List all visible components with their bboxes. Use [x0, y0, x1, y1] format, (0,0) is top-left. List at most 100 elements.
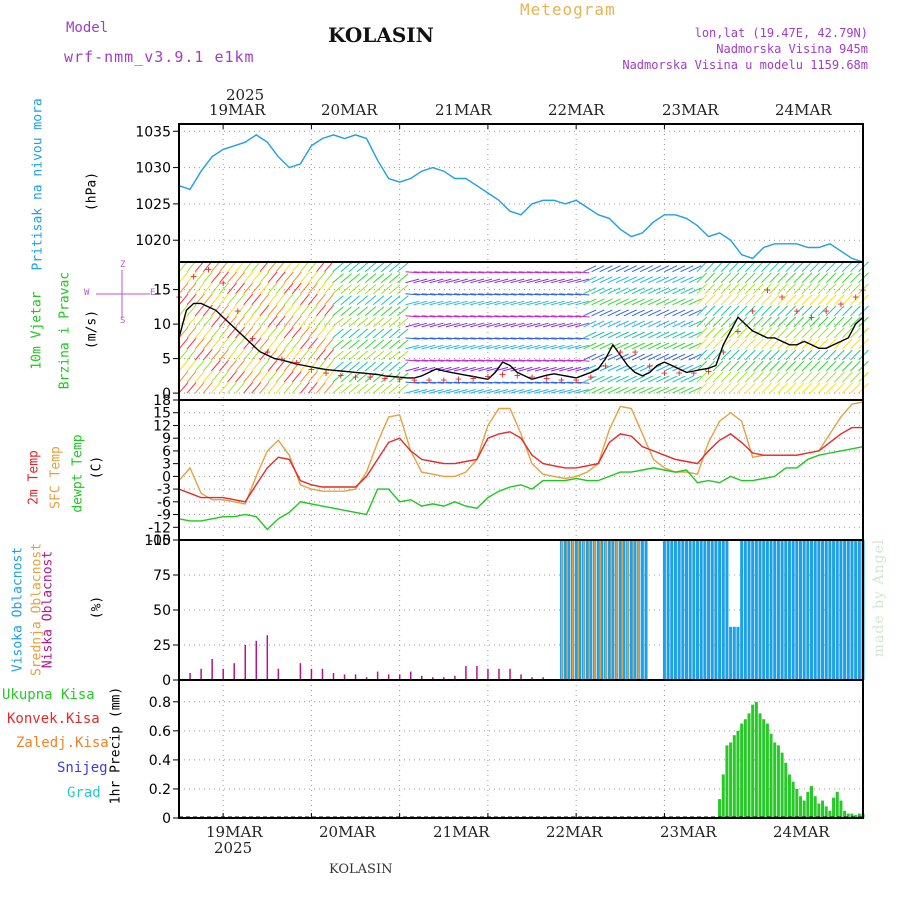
precip-bar	[743, 719, 747, 818]
wind-barb	[720, 327, 732, 339]
wind-barb	[817, 283, 829, 295]
wind-barb	[761, 382, 772, 394]
wind-barb	[647, 276, 662, 284]
cloud-tick-label: 50	[153, 603, 171, 619]
wind-barb	[696, 294, 708, 306]
wind-barb	[825, 360, 837, 372]
wind-barb	[736, 371, 748, 383]
wind-barb	[219, 304, 229, 317]
wind-barb	[817, 305, 829, 317]
wind-barb	[720, 294, 732, 306]
wind-barb	[567, 278, 582, 284]
wind-barb	[478, 271, 493, 274]
wind-barb	[283, 293, 294, 306]
wind-barb	[470, 359, 485, 362]
wind-barb	[356, 383, 369, 394]
wind-barb	[744, 305, 756, 317]
wind-barb	[526, 366, 541, 372]
cloud-tick-label: 75	[153, 568, 171, 584]
wind-barb	[453, 389, 468, 394]
wind-barb	[785, 327, 797, 339]
wind-barb	[308, 359, 318, 372]
wind-barb	[283, 382, 294, 394]
wind-barb	[340, 350, 352, 361]
cloud-tick-label: 25	[153, 638, 171, 654]
wind-barb	[639, 375, 654, 383]
wind-gust-marker: +	[264, 346, 271, 359]
wind-gust-marker: +	[396, 373, 403, 386]
wind-barb	[518, 293, 533, 296]
wind-barb	[429, 344, 444, 350]
wind-barb	[283, 326, 294, 339]
wind-barb	[704, 338, 716, 350]
wind-barb	[445, 315, 460, 318]
wind-barb	[534, 293, 549, 296]
wind-barb	[251, 337, 262, 350]
wind-barb	[793, 294, 805, 306]
wind-barb	[615, 287, 629, 295]
wind-barb	[761, 371, 772, 383]
wind-barb	[567, 359, 582, 362]
wind-barb	[243, 348, 254, 361]
wind-barb	[372, 295, 385, 306]
wind-barb	[656, 375, 670, 383]
wind-barb	[801, 305, 813, 317]
wind-barb	[445, 337, 460, 340]
wind-barb	[356, 361, 369, 372]
elevation: Nadmorska Visina 945m	[716, 42, 868, 56]
wind-barb	[413, 278, 428, 284]
wind-barb	[744, 382, 756, 394]
wind-barb	[300, 326, 310, 339]
wind-barb	[623, 375, 637, 383]
wind-barb	[437, 293, 452, 296]
cloud-low-bar	[321, 668, 324, 680]
pressure-tick-label: 1035	[135, 124, 171, 140]
wind-barb	[518, 359, 533, 362]
wind-barb	[235, 337, 245, 350]
cloud-high-bar	[787, 540, 791, 680]
wind-barb	[542, 344, 557, 350]
wind-barb	[664, 309, 678, 317]
wind-barb	[591, 265, 605, 273]
precip-bar	[817, 803, 821, 818]
wind-barb	[688, 276, 702, 284]
wind-barb	[494, 300, 509, 306]
wind-barb	[591, 386, 605, 394]
wind-barb	[275, 282, 286, 295]
wind-barb	[559, 389, 573, 394]
cloud-low-bar	[332, 673, 335, 680]
wind-barb	[178, 293, 189, 306]
wind-barb	[348, 306, 360, 317]
cloud-high-bar	[736, 626, 740, 680]
wind-barb	[639, 309, 654, 317]
wind-barb	[300, 315, 310, 328]
wind-barb	[720, 371, 732, 383]
date-top-1: 20MAR	[321, 101, 378, 119]
wind-barb	[623, 386, 637, 394]
wind-barb	[364, 361, 377, 372]
wind-barb	[227, 293, 237, 306]
wind-barb	[591, 353, 605, 361]
wind-barb	[543, 337, 558, 340]
wind-barb	[761, 316, 772, 328]
wind-barb	[720, 360, 732, 372]
wind-barb	[551, 322, 565, 328]
cloud-high-bar	[747, 540, 751, 680]
date-top-3: 22MAR	[548, 101, 605, 119]
cloud-high-bar	[773, 540, 777, 680]
wind-barb	[769, 360, 780, 372]
wind-barb	[777, 305, 788, 317]
wind-barb	[543, 315, 558, 318]
wind-barb	[728, 272, 740, 284]
wind-barb	[664, 386, 678, 394]
wind-barb	[211, 282, 221, 295]
wind-gust-marker: +	[823, 304, 830, 317]
wind-gust-marker: +	[426, 373, 433, 386]
wind-barb	[696, 272, 708, 284]
wind-barb	[227, 382, 237, 394]
precip-bar	[810, 786, 814, 818]
wind-barb	[348, 339, 360, 350]
wind-barb	[591, 375, 605, 383]
wind-barb	[364, 350, 377, 361]
wind-barb	[551, 337, 566, 340]
